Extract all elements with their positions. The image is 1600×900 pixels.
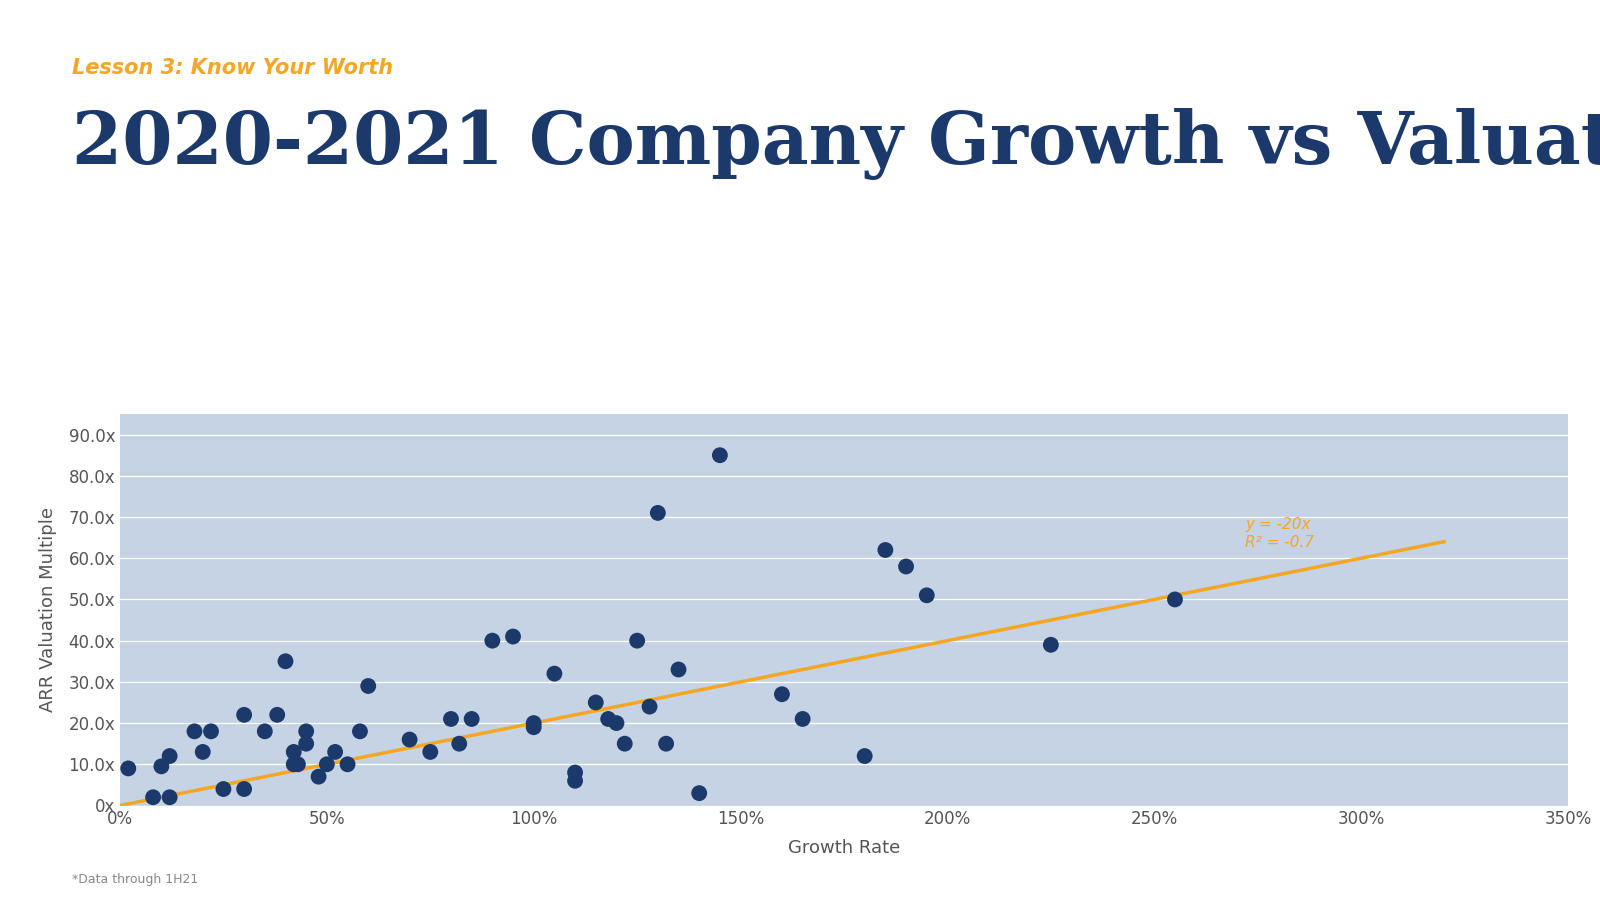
Point	[157, 790, 182, 805]
Point	[707, 448, 733, 463]
Point	[851, 749, 877, 763]
Point	[141, 790, 166, 805]
Point	[334, 757, 360, 771]
Point	[211, 782, 237, 796]
Point	[501, 629, 526, 643]
Point	[397, 733, 422, 747]
Point	[893, 559, 918, 573]
Point	[1162, 592, 1187, 607]
Point	[790, 712, 816, 726]
Point	[522, 716, 547, 730]
Point	[686, 786, 712, 800]
Point	[282, 744, 307, 759]
Point	[653, 736, 678, 751]
Point	[272, 654, 298, 669]
Point	[157, 749, 182, 763]
Point	[603, 716, 629, 730]
Point	[149, 760, 174, 774]
Text: 2020-2021 Company Growth vs Valuation: 2020-2021 Company Growth vs Valuation	[72, 108, 1600, 180]
Point	[562, 774, 587, 788]
Point	[282, 757, 307, 771]
Point	[306, 770, 331, 784]
Point	[770, 687, 795, 701]
Point	[438, 712, 464, 726]
Point	[198, 724, 224, 739]
Point	[914, 588, 939, 602]
Y-axis label: ARR Valuation Multiple: ARR Valuation Multiple	[40, 508, 58, 712]
Point	[446, 736, 472, 751]
Point	[293, 736, 318, 751]
Point	[1038, 637, 1064, 652]
Point	[541, 666, 566, 680]
Point	[115, 761, 141, 776]
Point	[232, 782, 258, 796]
Point	[595, 712, 621, 726]
Point	[347, 724, 373, 739]
Point	[322, 744, 347, 759]
Point	[611, 736, 637, 751]
Point	[190, 744, 216, 759]
Point	[232, 707, 258, 722]
Text: *Data through 1H21: *Data through 1H21	[72, 874, 198, 886]
Text: y = -20x
R² = -0.7: y = -20x R² = -0.7	[1245, 518, 1315, 550]
Text: Lesson 3: Know Your Worth: Lesson 3: Know Your Worth	[72, 58, 394, 78]
Point	[624, 634, 650, 648]
Point	[293, 724, 318, 739]
Point	[285, 757, 310, 771]
Point	[645, 506, 670, 520]
Point	[251, 724, 278, 739]
Point	[264, 707, 290, 722]
Point	[666, 662, 691, 677]
Point	[637, 699, 662, 714]
Point	[182, 724, 208, 739]
X-axis label: Growth Rate: Growth Rate	[787, 840, 901, 858]
Point	[459, 712, 485, 726]
Point	[872, 543, 898, 557]
Point	[314, 757, 339, 771]
Point	[582, 696, 608, 710]
Point	[522, 720, 547, 734]
Point	[355, 679, 381, 693]
Point	[418, 744, 443, 759]
Point	[562, 765, 587, 779]
Point	[480, 634, 506, 648]
